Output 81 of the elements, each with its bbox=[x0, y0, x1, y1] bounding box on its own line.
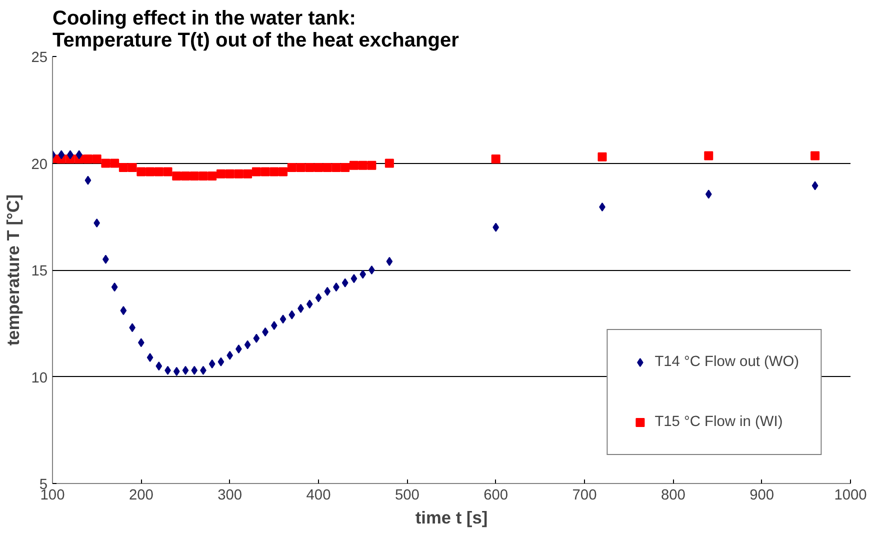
legend-label: T15 °C Flow in (WI) bbox=[654, 414, 783, 430]
point bbox=[322, 163, 332, 172]
point bbox=[163, 167, 172, 176]
point bbox=[305, 163, 314, 172]
x-tick-label: 1000 bbox=[834, 488, 867, 504]
x-tick-label: 300 bbox=[218, 488, 242, 504]
point bbox=[260, 167, 270, 176]
point bbox=[278, 167, 288, 176]
point bbox=[216, 169, 226, 178]
point bbox=[208, 359, 216, 368]
point bbox=[156, 362, 162, 371]
point bbox=[252, 167, 261, 176]
point bbox=[92, 154, 102, 164]
point bbox=[218, 357, 224, 366]
x-tick-label: 500 bbox=[394, 488, 420, 504]
point bbox=[368, 266, 375, 274]
point bbox=[111, 282, 118, 292]
point bbox=[136, 167, 146, 176]
point bbox=[198, 172, 208, 181]
point bbox=[234, 169, 244, 178]
point bbox=[270, 167, 279, 176]
point bbox=[191, 366, 198, 375]
x-tick-label: 400 bbox=[306, 488, 331, 504]
x-axis-title: time t [s] bbox=[415, 508, 488, 528]
chart-title: Cooling effect in the water tank: Temperature T(t) out of the heat exchanger bbox=[52, 8, 460, 52]
point bbox=[287, 163, 296, 172]
point bbox=[306, 300, 313, 309]
point bbox=[705, 190, 712, 199]
x-tick-label: 800 bbox=[660, 488, 686, 504]
y-tick-label: 25 bbox=[31, 50, 48, 66]
point bbox=[76, 150, 82, 160]
point bbox=[358, 160, 368, 170]
point bbox=[332, 163, 341, 172]
y-tick-label: 15 bbox=[31, 264, 48, 280]
point bbox=[349, 160, 358, 170]
point bbox=[208, 172, 217, 181]
point bbox=[340, 163, 350, 172]
point bbox=[182, 366, 189, 375]
point bbox=[118, 163, 128, 172]
point bbox=[342, 278, 348, 288]
point bbox=[146, 353, 154, 362]
point bbox=[315, 293, 322, 302]
point bbox=[83, 154, 92, 164]
point bbox=[110, 158, 120, 168]
point bbox=[296, 163, 306, 172]
point bbox=[384, 158, 394, 168]
y-tick-label: 20 bbox=[31, 156, 48, 173]
point bbox=[173, 366, 180, 376]
legend-label: T14 °C Flow out (WO) bbox=[654, 354, 799, 370]
point bbox=[190, 172, 199, 181]
point bbox=[314, 163, 323, 172]
point bbox=[350, 274, 358, 284]
point bbox=[58, 150, 65, 160]
point bbox=[367, 160, 376, 170]
point bbox=[386, 256, 393, 266]
point bbox=[120, 306, 127, 316]
point bbox=[324, 286, 331, 296]
point bbox=[101, 158, 110, 168]
point bbox=[172, 172, 182, 181]
point bbox=[288, 310, 296, 320]
point bbox=[243, 169, 252, 178]
point bbox=[253, 334, 260, 343]
point bbox=[244, 340, 251, 350]
point bbox=[181, 172, 190, 181]
point bbox=[810, 151, 820, 160]
point bbox=[225, 169, 234, 178]
point bbox=[704, 151, 714, 160]
point bbox=[280, 314, 286, 324]
point bbox=[598, 152, 607, 162]
x-tick-label: 700 bbox=[572, 488, 597, 504]
x-tick-label: 600 bbox=[484, 488, 508, 504]
point bbox=[146, 167, 155, 176]
point bbox=[84, 176, 92, 185]
y-axis-title: temperature T [°C] bbox=[3, 194, 24, 346]
x-tick-label: 900 bbox=[750, 488, 774, 504]
point bbox=[812, 181, 818, 190]
point bbox=[154, 167, 164, 176]
point bbox=[128, 163, 137, 172]
point bbox=[491, 154, 500, 164]
x-tick-label: 200 bbox=[128, 488, 154, 504]
y-tick-label: 10 bbox=[31, 370, 48, 386]
